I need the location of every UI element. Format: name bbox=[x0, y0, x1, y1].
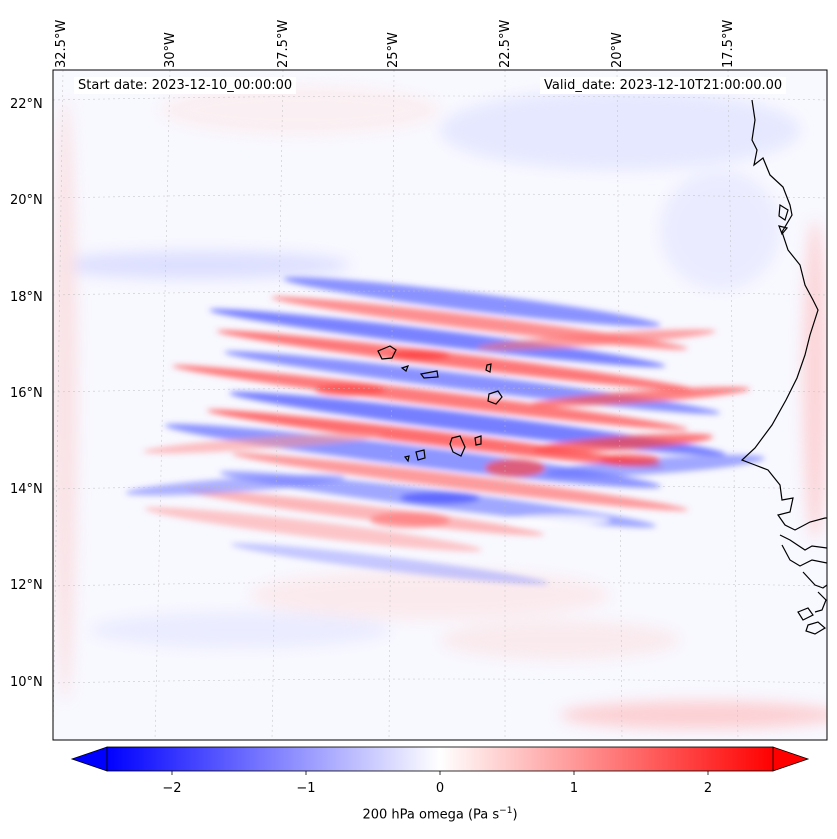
map-frame bbox=[52, 69, 828, 741]
colorbar-tick-label: −1 bbox=[296, 781, 316, 796]
colorbar-tick-label: 0 bbox=[435, 781, 445, 796]
colorbar-extend-min bbox=[70, 746, 108, 772]
lat-label-12N: 12°N bbox=[10, 578, 43, 593]
lat-label-10N: 10°N bbox=[10, 675, 43, 690]
lon-label-20W: 20°W bbox=[610, 32, 625, 68]
lon-label-17.5W: 17.5°W bbox=[721, 19, 736, 68]
lat-label-16N: 16°N bbox=[10, 386, 43, 401]
valid-date-label: Valid_date: 2023-12-10T21:00:00.00 bbox=[540, 77, 787, 94]
colorbar-label-close: ) bbox=[512, 807, 518, 823]
lat-label-14N: 14°N bbox=[10, 482, 43, 497]
colorbar-label-exponent: −1 bbox=[499, 806, 513, 816]
colorbar-tick-label: 1 bbox=[569, 781, 579, 796]
africa-coast bbox=[740, 99, 827, 531]
lat-label-18N: 18°N bbox=[10, 290, 43, 305]
colorbar-tick-marks bbox=[171, 771, 709, 775]
lon-label-22.5W: 22.5°W bbox=[498, 19, 513, 68]
lat-label-22N: 22°N bbox=[10, 97, 43, 112]
lon-label-30W: 30°W bbox=[163, 32, 178, 68]
colorbar-tick-label: −2 bbox=[162, 781, 182, 796]
start-date-label: Start date: 2023-12-10_00:00:00 bbox=[74, 77, 297, 94]
lon-label-32.5W: 32.5°W bbox=[54, 19, 69, 68]
colorbar-label-main: 200 hPa omega (Pa s bbox=[362, 807, 500, 823]
colorbar bbox=[70, 746, 810, 775]
omega-field bbox=[53, 70, 827, 740]
colorbar-tick-label: 2 bbox=[703, 781, 713, 796]
lon-label-25W: 25°W bbox=[386, 32, 401, 68]
cape-verde-islands bbox=[377, 345, 503, 463]
coastline bbox=[740, 99, 827, 635]
colorbar-label: 200 hPa omega (Pa s−1) bbox=[362, 806, 517, 822]
lon-label-27.5W: 27.5°W bbox=[276, 19, 291, 68]
lat-label-20N: 20°N bbox=[10, 193, 43, 208]
colorbar-bar bbox=[106, 746, 774, 772]
colorbar-extend-max bbox=[772, 746, 810, 772]
graticule bbox=[53, 70, 827, 740]
